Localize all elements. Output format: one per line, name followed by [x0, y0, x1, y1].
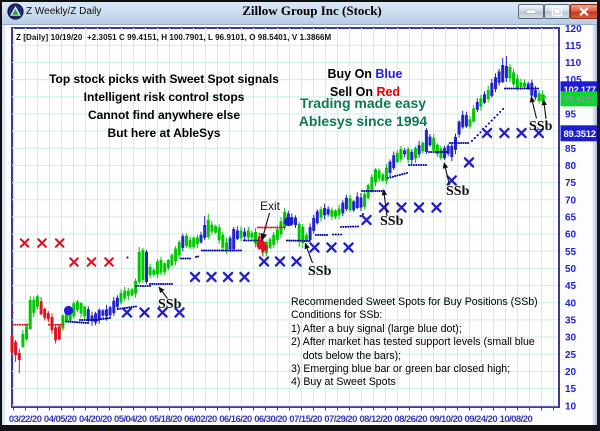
svg-text:102.177: 102.177	[564, 85, 596, 96]
svg-text:115: 115	[565, 41, 582, 52]
svg-text:08/12/20: 08/12/20	[359, 414, 392, 425]
svg-text:08/26/20: 08/26/20	[394, 414, 427, 425]
svg-text:120: 120	[565, 24, 582, 35]
svg-text:15: 15	[565, 384, 577, 395]
svg-text:06/16/20: 06/16/20	[219, 414, 252, 425]
svg-text:110: 110	[565, 58, 582, 69]
svg-text:55: 55	[565, 247, 577, 258]
svg-text:30: 30	[565, 333, 577, 344]
svg-text:75: 75	[565, 178, 577, 189]
svg-text:40: 40	[565, 298, 577, 309]
svg-text:09/24/20: 09/24/20	[465, 414, 498, 425]
svg-text:70: 70	[565, 195, 577, 206]
svg-text:20: 20	[565, 367, 577, 378]
svg-text:95: 95	[565, 110, 577, 121]
svg-text:80: 80	[565, 161, 577, 172]
svg-text:25: 25	[565, 350, 577, 361]
svg-text:35: 35	[565, 316, 577, 327]
svg-text:65: 65	[565, 213, 577, 224]
svg-text:10/08/20: 10/08/20	[500, 414, 533, 425]
svg-text:89.3512: 89.3512	[564, 129, 596, 140]
svg-text:105: 105	[565, 75, 582, 86]
svg-text:99.4151: 99.4151	[564, 94, 597, 105]
svg-text:10: 10	[565, 401, 577, 412]
svg-text:04/05/20: 04/05/20	[44, 414, 77, 425]
svg-text:05/04/20: 05/04/20	[114, 414, 147, 425]
svg-text:45: 45	[565, 281, 577, 292]
svg-text:07/29/20: 07/29/20	[324, 414, 357, 425]
svg-text:06/02/20: 06/02/20	[184, 414, 217, 425]
svg-text:03/22/20: 03/22/20	[9, 414, 42, 425]
svg-text:06/30/20: 06/30/20	[254, 414, 287, 425]
svg-text:85: 85	[565, 144, 577, 155]
svg-text:50: 50	[565, 264, 577, 275]
svg-text:04/20/20: 04/20/20	[79, 414, 112, 425]
svg-text:07/15/20: 07/15/20	[289, 414, 322, 425]
svg-text:60: 60	[565, 230, 577, 241]
svg-text:09/10/20: 09/10/20	[430, 414, 463, 425]
svg-text:05/18/20: 05/18/20	[149, 414, 182, 425]
